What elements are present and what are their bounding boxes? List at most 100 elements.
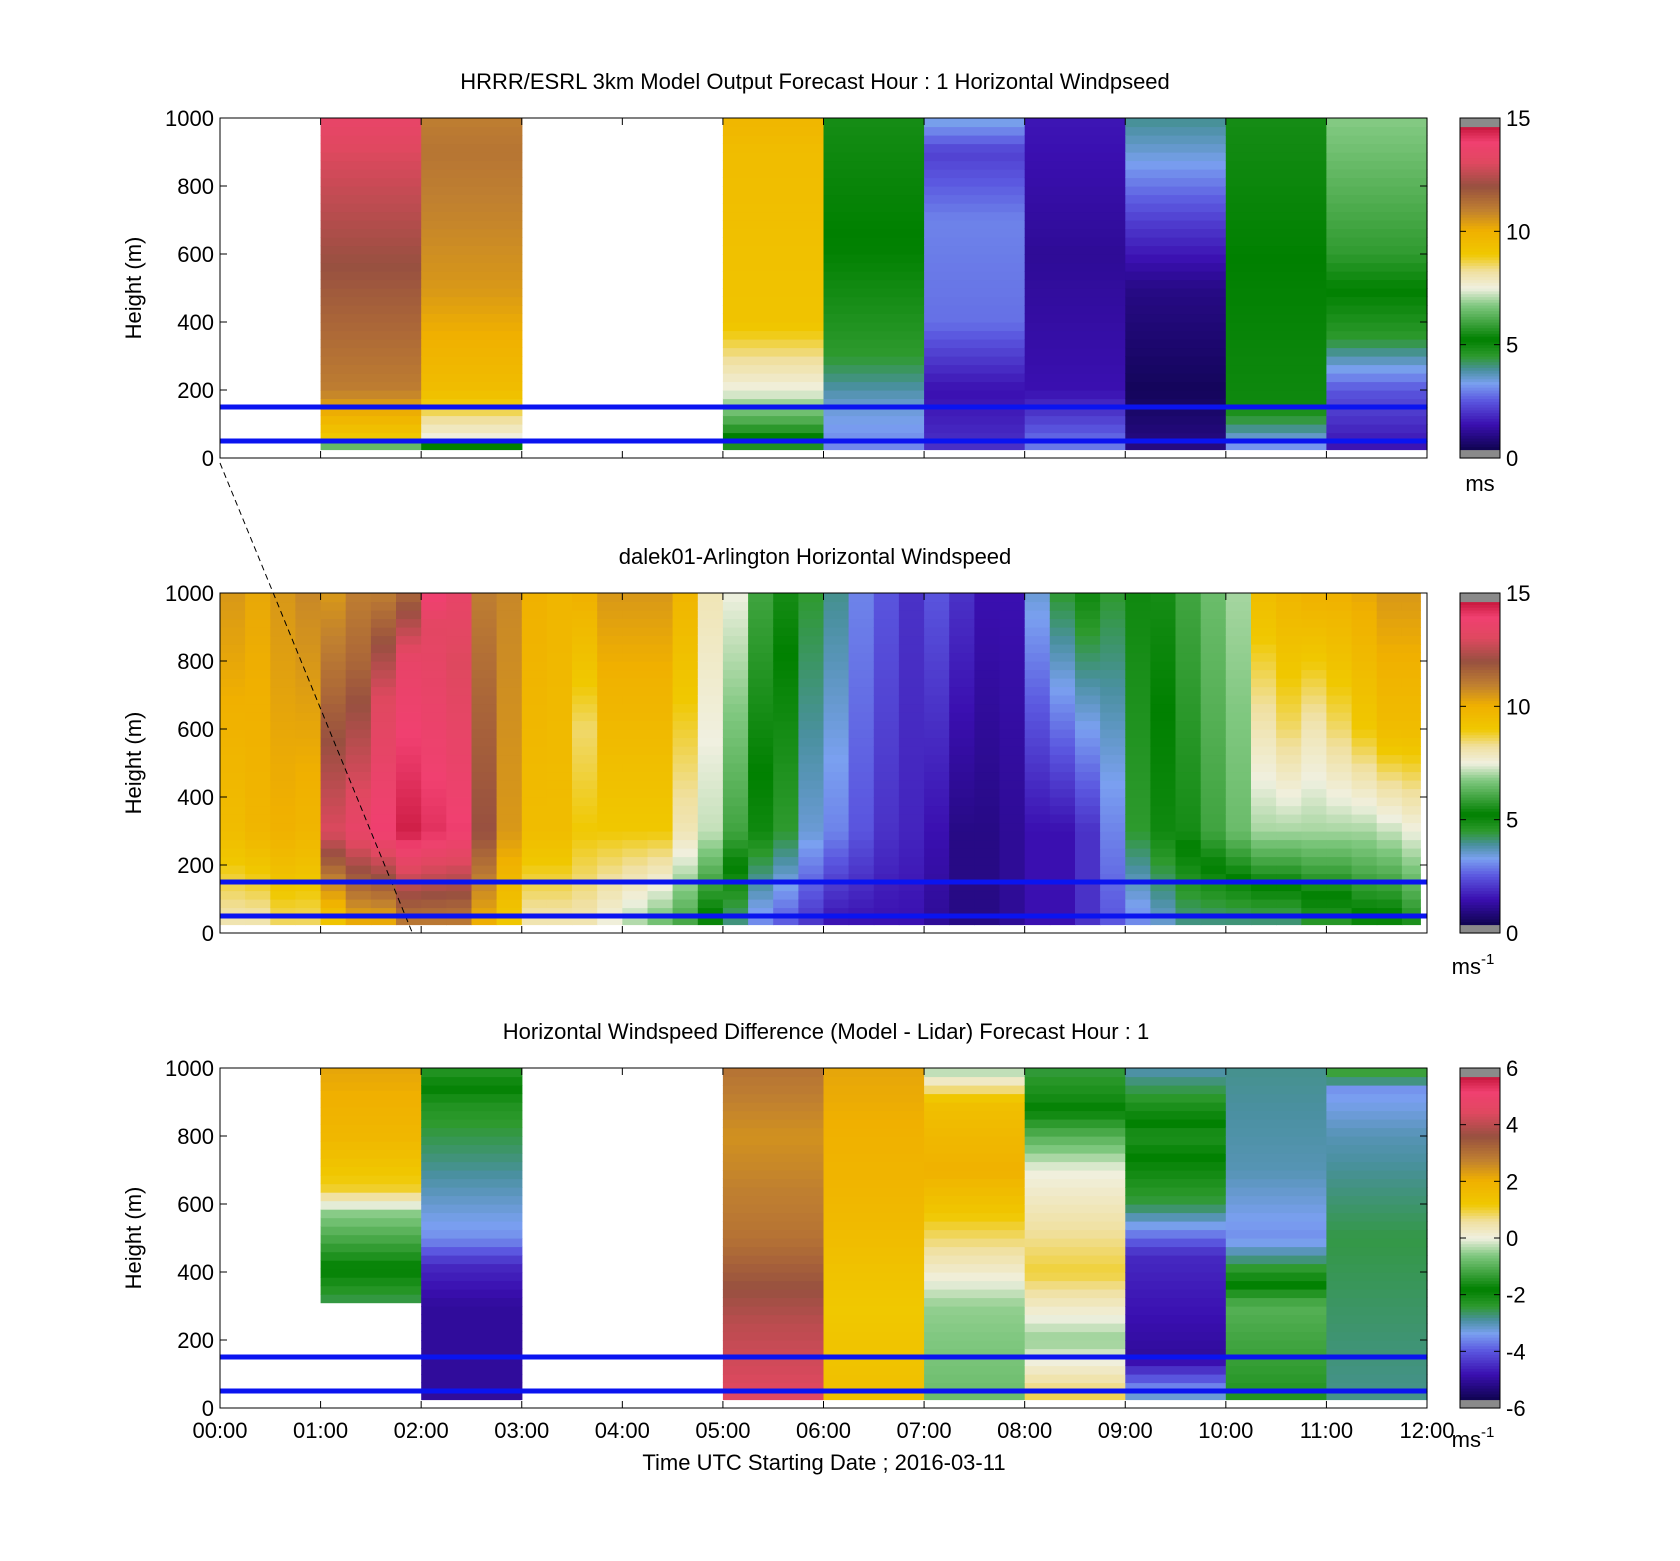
heatmap-cell — [697, 797, 724, 807]
heatmap-cell — [622, 601, 648, 611]
heatmap-cell — [647, 780, 674, 790]
heatmap-cell — [949, 771, 975, 781]
heatmap-cell — [1401, 737, 1421, 747]
heatmap-cell — [1024, 1178, 1126, 1188]
heatmap-cell — [320, 1217, 422, 1227]
heatmap-cell — [1125, 1170, 1227, 1180]
heatmap-cell — [924, 737, 950, 747]
heatmap-cell — [245, 916, 271, 926]
heatmap-cell — [1150, 839, 1177, 849]
heatmap-cell — [345, 737, 372, 747]
heatmap-cell — [1225, 627, 1252, 637]
heatmap-cell — [1225, 415, 1327, 425]
heatmap-cell — [572, 712, 598, 722]
heatmap-cell — [1225, 262, 1327, 272]
heatmap-cell — [421, 305, 523, 315]
colorbar-segment — [1460, 157, 1500, 162]
heatmap-cell — [345, 831, 372, 841]
heatmap-cell — [421, 373, 523, 383]
colorbar-segment — [1460, 1311, 1500, 1316]
heatmap-cell — [1200, 780, 1227, 790]
heatmap-cell — [1200, 899, 1227, 909]
colorbar-segment — [1460, 1235, 1500, 1239]
heatmap-cell — [1125, 610, 1151, 620]
heatmap-cell — [1225, 126, 1327, 136]
heatmap-cell — [748, 865, 774, 875]
heatmap-cell — [320, 432, 422, 442]
heatmap-cell — [1024, 1127, 1126, 1137]
heatmap-cell — [1326, 720, 1353, 730]
heatmap-cell — [496, 669, 523, 679]
heatmap-cell — [320, 203, 422, 213]
colorbar-segment — [1460, 1323, 1500, 1327]
heatmap-cell — [1326, 381, 1428, 391]
colorbar-segment — [1460, 305, 1500, 309]
heatmap-cell — [1225, 118, 1327, 128]
heatmap-cell — [220, 644, 246, 654]
heatmap-cell — [320, 712, 347, 722]
heatmap-cell — [722, 1391, 825, 1401]
colorbar-segment — [1460, 245, 1500, 249]
heatmap-cell — [496, 746, 523, 756]
heatmap-cell — [1150, 831, 1177, 841]
heatmap-cell — [924, 627, 950, 637]
colorbar-segment — [1460, 754, 1500, 758]
heatmap-cell — [924, 203, 1026, 213]
heatmap-cell — [873, 652, 900, 662]
heatmap-cell — [999, 848, 1026, 858]
colorbar-segment — [1460, 1124, 1500, 1129]
heatmap-cell — [446, 822, 472, 832]
colorbar-segment — [1460, 446, 1500, 451]
heatmap-cell — [421, 873, 447, 883]
heatmap-cell — [521, 788, 548, 798]
heatmap-cell — [471, 839, 498, 849]
heatmap-cell — [320, 746, 347, 756]
heatmap-cell — [1075, 865, 1101, 875]
heatmap-cell — [898, 831, 925, 841]
heatmap-cell — [848, 686, 875, 696]
heatmap-cell — [295, 771, 322, 781]
heatmap-cell — [1175, 916, 1202, 926]
heatmap-cell — [924, 407, 1026, 417]
heatmap-cell — [320, 618, 347, 628]
heatmap-cell — [1049, 678, 1076, 688]
heatmap-cell — [1401, 754, 1421, 764]
heatmap-cell — [1225, 1068, 1327, 1078]
heatmap-cell — [924, 916, 950, 926]
heatmap-cell — [924, 126, 1026, 136]
heatmap-cell — [773, 899, 799, 909]
heatmap-cell — [722, 364, 825, 374]
colorbar-segment — [1460, 228, 1500, 232]
heatmap-cell — [396, 890, 422, 900]
heatmap-cell — [823, 228, 925, 238]
heatmap-cell — [647, 678, 674, 688]
colorbar-tick-label: 10 — [1506, 219, 1530, 244]
heatmap-cell — [220, 839, 246, 849]
heatmap-cell — [521, 618, 548, 628]
heatmap-cell — [1251, 907, 1277, 917]
heatmap-cell — [546, 899, 573, 909]
heatmap-cell — [898, 678, 925, 688]
heatmap-cell — [823, 135, 925, 145]
heatmap-cell — [220, 627, 246, 637]
heatmap-cell — [1024, 865, 1051, 875]
heatmap-cell — [320, 831, 347, 841]
heatmap-cell — [974, 788, 1001, 798]
heatmap-cell — [1276, 661, 1302, 671]
colorbar-segment — [1460, 1320, 1500, 1324]
heatmap-cell — [974, 797, 1001, 807]
colorbar-segment — [1460, 251, 1500, 255]
heatmap-cell — [1225, 228, 1327, 238]
heatmap-cell — [823, 186, 925, 196]
heatmap-cell — [672, 601, 699, 611]
heatmap-cell — [924, 194, 1026, 204]
y-tick-label: 400 — [177, 785, 214, 810]
colorbar-segment — [1460, 415, 1500, 419]
heatmap-cell — [1326, 1238, 1428, 1248]
heatmap-cell — [1326, 1068, 1428, 1078]
heatmap-cell — [1200, 703, 1227, 713]
heatmap-cell — [848, 882, 875, 892]
heatmap-cell — [1100, 873, 1126, 883]
heatmap-cell — [672, 805, 699, 815]
heatmap-cell — [446, 593, 472, 603]
